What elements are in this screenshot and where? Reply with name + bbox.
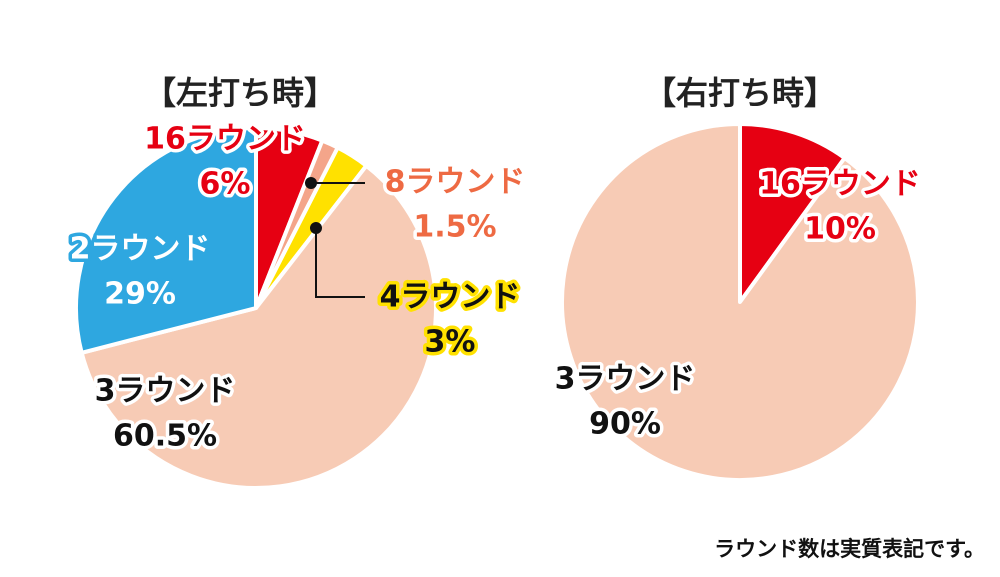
pie-slice bbox=[74, 126, 258, 355]
slice-value-label: 90% bbox=[589, 407, 661, 442]
pie-slice bbox=[79, 163, 438, 490]
footnote: ラウンド数は実質表記です。 bbox=[714, 537, 985, 561]
chart-title: 【左打ち時】 bbox=[144, 74, 336, 112]
slice-label: 16ラウンド bbox=[144, 122, 306, 157]
slice-label: 2ラウンド bbox=[70, 232, 211, 267]
leader-line bbox=[315, 228, 365, 298]
slice-value-label: 29% bbox=[104, 277, 176, 312]
slice-value-label: 3% bbox=[425, 325, 476, 360]
pie-slice bbox=[738, 122, 847, 304]
pie-slice bbox=[560, 122, 920, 482]
leader-lines bbox=[311, 182, 365, 298]
slice-label: 4ラウンド bbox=[380, 280, 521, 315]
slice-value-label: 1.5% bbox=[413, 210, 496, 245]
slice-label: 16ラウンド bbox=[759, 167, 921, 202]
chart-title: 【右打ち時】 bbox=[644, 74, 836, 112]
leader-dot bbox=[310, 222, 322, 234]
slice-label: 3ラウンド bbox=[555, 362, 696, 397]
slice-value-label: 10% bbox=[804, 212, 876, 247]
slice-value-label: 60.5% bbox=[113, 419, 217, 454]
slice-label: 3ラウンド bbox=[95, 374, 236, 409]
slice-value-label: 6% bbox=[200, 167, 251, 202]
leader-dot bbox=[305, 177, 317, 189]
slice-label: 8ラウンド bbox=[385, 165, 526, 200]
